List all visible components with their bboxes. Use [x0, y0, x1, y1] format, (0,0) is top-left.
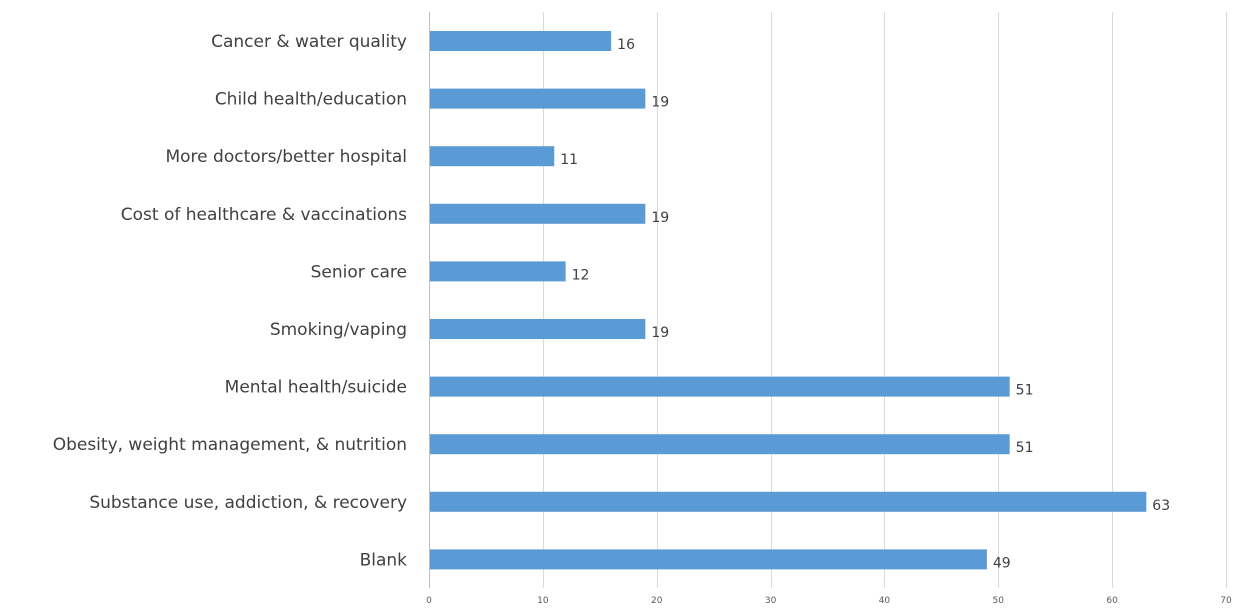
category-label: Blank — [360, 550, 408, 570]
bar — [430, 376, 1010, 397]
data-label: 19 — [651, 95, 669, 111]
category-label: Child health/education — [215, 90, 407, 110]
bar — [430, 31, 612, 51]
bar — [430, 319, 646, 339]
category-label: More doctors/better hospital — [165, 147, 407, 167]
bar — [430, 491, 1147, 512]
category-label: Smoking/vaping — [270, 320, 407, 340]
bar — [430, 434, 1010, 455]
category-label: Substance use, addiction, & recovery — [89, 493, 407, 513]
data-label: 19 — [651, 325, 669, 341]
x-tick-label: 0 — [426, 596, 432, 606]
data-label: 51 — [1016, 383, 1034, 399]
data-label: 19 — [651, 210, 669, 226]
x-tick-label: 70 — [1220, 596, 1232, 606]
bar — [430, 261, 566, 282]
data-label: 11 — [560, 152, 578, 168]
x-tick-label: 50 — [993, 596, 1005, 606]
data-label: 63 — [1152, 498, 1170, 514]
category-label: Cancer & water quality — [211, 32, 407, 52]
bar — [430, 146, 555, 167]
category-labels: Cancer & water quality Child health/educa… — [53, 32, 407, 570]
category-label: Cost of healthcare & vaccinations — [121, 205, 407, 225]
category-label: Mental health/suicide — [225, 378, 407, 398]
data-labels: 16 19 11 19 12 19 51 51 63 49 — [560, 37, 1170, 571]
x-tick-label: 10 — [537, 596, 549, 606]
x-tick-label: 40 — [879, 596, 891, 606]
x-axis-ticks: 0 10 20 30 40 50 60 70 — [426, 596, 1232, 606]
bars — [430, 31, 1147, 570]
data-label: 51 — [1016, 440, 1034, 456]
x-tick-label: 30 — [765, 596, 777, 606]
data-label: 12 — [572, 267, 590, 283]
x-tick-label: 60 — [1106, 596, 1118, 606]
bar — [430, 549, 987, 570]
x-tick-label: 20 — [651, 596, 663, 606]
category-label: Obesity, weight management, & nutrition — [53, 435, 407, 455]
data-label: 49 — [993, 555, 1011, 571]
bar — [430, 88, 646, 109]
category-label: Senior care — [311, 262, 407, 282]
data-label: 16 — [617, 37, 635, 53]
bar — [430, 203, 646, 224]
